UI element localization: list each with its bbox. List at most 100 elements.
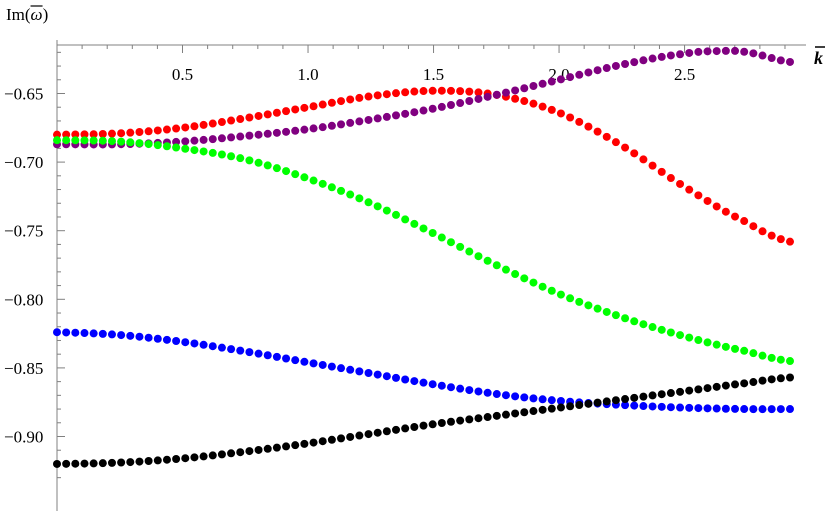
- data-point: [630, 401, 639, 410]
- data-point: [162, 125, 171, 134]
- data-point: [676, 387, 685, 396]
- data-point: [584, 399, 593, 408]
- data-point: [401, 375, 410, 384]
- data-point: [666, 328, 675, 337]
- data-point: [410, 422, 419, 431]
- data-point: [236, 132, 245, 141]
- data-point: [71, 136, 80, 145]
- data-point: [703, 404, 712, 413]
- data-point: [62, 328, 71, 337]
- data-point: [685, 403, 694, 412]
- data-point: [758, 351, 767, 360]
- data-point: [749, 49, 758, 58]
- data-point: [749, 222, 758, 231]
- data-point: [392, 89, 401, 98]
- data-point: [236, 115, 245, 124]
- data-point: [71, 130, 80, 139]
- data-point: [392, 373, 401, 382]
- data-point: [419, 224, 428, 233]
- data-point: [263, 444, 272, 453]
- data-point: [767, 353, 776, 362]
- data-point: [492, 261, 501, 270]
- data-point: [731, 380, 740, 389]
- data-point: [657, 325, 666, 334]
- data-point: [776, 374, 785, 383]
- data-point: [465, 247, 474, 256]
- data-point: [392, 111, 401, 120]
- data-point: [676, 403, 685, 412]
- data-point: [291, 105, 300, 114]
- data-point: [630, 58, 639, 67]
- data-point: [584, 122, 593, 131]
- data-point: [465, 97, 474, 106]
- y-tick-label: −0.75: [4, 222, 43, 241]
- x-tick-label: 1.5: [423, 65, 444, 84]
- data-point: [80, 459, 89, 468]
- data-point: [419, 106, 428, 115]
- data-point: [337, 97, 346, 106]
- data-point: [676, 331, 685, 340]
- data-point: [639, 56, 648, 65]
- data-point: [666, 51, 675, 60]
- data-point: [593, 304, 602, 313]
- data-point: [584, 68, 593, 77]
- data-point: [172, 137, 181, 146]
- data-point: [648, 161, 657, 170]
- data-point: [355, 194, 364, 203]
- data-point: [703, 47, 712, 56]
- data-point: [117, 137, 126, 146]
- data-point: [786, 57, 794, 66]
- data-point: [373, 370, 382, 379]
- data-point: [318, 437, 327, 446]
- data-point: [740, 346, 749, 355]
- data-point: [511, 392, 520, 401]
- data-point: [364, 92, 373, 101]
- data-point: [272, 164, 281, 173]
- data-point: [511, 409, 520, 418]
- data-point: [428, 229, 437, 238]
- data-point: [456, 87, 465, 96]
- data-point: [529, 82, 538, 91]
- data-point: [153, 334, 162, 343]
- data-point: [419, 87, 428, 96]
- data-point: [291, 170, 300, 179]
- data-point: [309, 102, 318, 111]
- data-point: [300, 357, 309, 366]
- data-point: [511, 94, 520, 103]
- data-point: [172, 143, 181, 152]
- data-point: [538, 395, 547, 404]
- data-point: [511, 270, 520, 279]
- data-point: [144, 457, 153, 466]
- data-point: [318, 360, 327, 369]
- data-point: [456, 99, 465, 108]
- data-point: [575, 117, 584, 126]
- data-point: [437, 86, 446, 95]
- data-point: [501, 391, 510, 400]
- data-point: [89, 459, 98, 468]
- data-point: [107, 458, 116, 467]
- data-point: [630, 317, 639, 326]
- data-point: [446, 417, 455, 426]
- data-point: [291, 356, 300, 365]
- data-point: [309, 124, 318, 133]
- data-point: [245, 156, 254, 165]
- data-point: [694, 385, 703, 394]
- data-point: [327, 362, 336, 371]
- data-point: [556, 290, 565, 299]
- y-tick-label: −0.90: [4, 428, 43, 447]
- data-point: [71, 459, 80, 468]
- data-point: [639, 402, 648, 411]
- data-point: [53, 459, 61, 468]
- data-point: [272, 352, 281, 361]
- data-point: [355, 367, 364, 376]
- data-point: [107, 137, 116, 146]
- data-point: [135, 128, 144, 137]
- data-point: [272, 128, 281, 137]
- data-point: [456, 416, 465, 425]
- data-point: [767, 405, 776, 414]
- data-point: [474, 88, 483, 97]
- data-point: [254, 158, 263, 167]
- data-point: [786, 237, 794, 246]
- data-point: [529, 99, 538, 108]
- data-point: [373, 91, 382, 100]
